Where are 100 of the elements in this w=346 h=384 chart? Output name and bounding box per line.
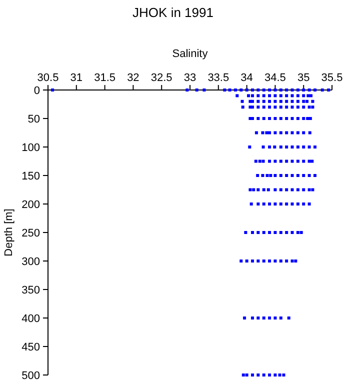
- point: [274, 260, 277, 262]
- point: [256, 374, 260, 376]
- point: [268, 94, 272, 98]
- point: [279, 316, 282, 320]
- point: [279, 174, 282, 177]
- point: [262, 146, 265, 148]
- point: [273, 146, 276, 148]
- x-tick-label: 32: [127, 72, 140, 84]
- point: [296, 188, 300, 192]
- point: [241, 106, 244, 109]
- point: [268, 106, 272, 109]
- point: [266, 174, 269, 177]
- point: [279, 100, 282, 103]
- point: [308, 202, 311, 206]
- point: [262, 260, 266, 262]
- point: [274, 188, 277, 192]
- point: [302, 117, 306, 120]
- point: [262, 100, 266, 103]
- point: [274, 131, 277, 134]
- point: [247, 94, 250, 98]
- x-axis-title: Salinity: [172, 48, 208, 60]
- point: [250, 260, 254, 262]
- point: [250, 94, 254, 98]
- point: [274, 316, 277, 320]
- point: [308, 131, 312, 134]
- point: [268, 160, 272, 163]
- point: [274, 88, 277, 92]
- chart-title: JHOK in 1991: [132, 5, 214, 20]
- point: [290, 160, 294, 163]
- point: [268, 202, 272, 206]
- x-tick-label: 35.5: [321, 72, 343, 84]
- point: [268, 146, 272, 148]
- point: [51, 88, 54, 92]
- point: [296, 202, 300, 206]
- point: [311, 188, 314, 192]
- point: [279, 131, 282, 134]
- point: [279, 117, 282, 120]
- point: [302, 131, 306, 134]
- point: [302, 88, 306, 92]
- point: [302, 106, 306, 109]
- point: [242, 374, 245, 376]
- point: [262, 202, 266, 206]
- point: [306, 94, 310, 98]
- point: [274, 202, 277, 206]
- point: [261, 174, 264, 177]
- point: [248, 188, 252, 192]
- point: [290, 202, 294, 206]
- point: [296, 131, 300, 134]
- point: [290, 174, 294, 177]
- point: [256, 117, 260, 120]
- point: [250, 231, 254, 234]
- point: [290, 100, 294, 103]
- point: [279, 94, 282, 98]
- point: [262, 106, 266, 109]
- point: [268, 374, 272, 376]
- point: [256, 100, 260, 103]
- point: [262, 117, 266, 120]
- point: [262, 188, 266, 192]
- point: [274, 160, 277, 163]
- point: [256, 174, 260, 177]
- point: [250, 88, 254, 92]
- point: [287, 316, 290, 320]
- point: [285, 260, 288, 262]
- point: [254, 160, 258, 163]
- y-tick-label: 100: [22, 142, 40, 154]
- point: [256, 316, 260, 320]
- point: [256, 202, 260, 206]
- point: [285, 94, 288, 98]
- point: [285, 106, 288, 109]
- point: [306, 100, 309, 103]
- point: [278, 374, 282, 376]
- point: [252, 188, 256, 192]
- point: [310, 160, 314, 163]
- point: [250, 316, 254, 320]
- point: [285, 188, 288, 192]
- point: [290, 117, 294, 120]
- point: [274, 106, 277, 109]
- point: [308, 146, 311, 148]
- point: [296, 174, 300, 177]
- point: [234, 88, 237, 92]
- x-tick-label: 31: [70, 72, 83, 84]
- point: [279, 231, 282, 234]
- point: [262, 316, 266, 320]
- point: [268, 88, 272, 92]
- point: [268, 131, 272, 134]
- point: [250, 202, 253, 206]
- point: [266, 188, 270, 192]
- point: [311, 100, 314, 103]
- point: [256, 106, 260, 109]
- point: [256, 188, 260, 192]
- point: [268, 316, 272, 320]
- point: [245, 260, 248, 262]
- point: [244, 231, 248, 234]
- point: [256, 94, 260, 98]
- y-tick-label: 300: [22, 256, 40, 268]
- point: [240, 100, 244, 103]
- point: [186, 88, 189, 92]
- point: [258, 160, 262, 163]
- point: [279, 88, 282, 92]
- point: [308, 88, 311, 92]
